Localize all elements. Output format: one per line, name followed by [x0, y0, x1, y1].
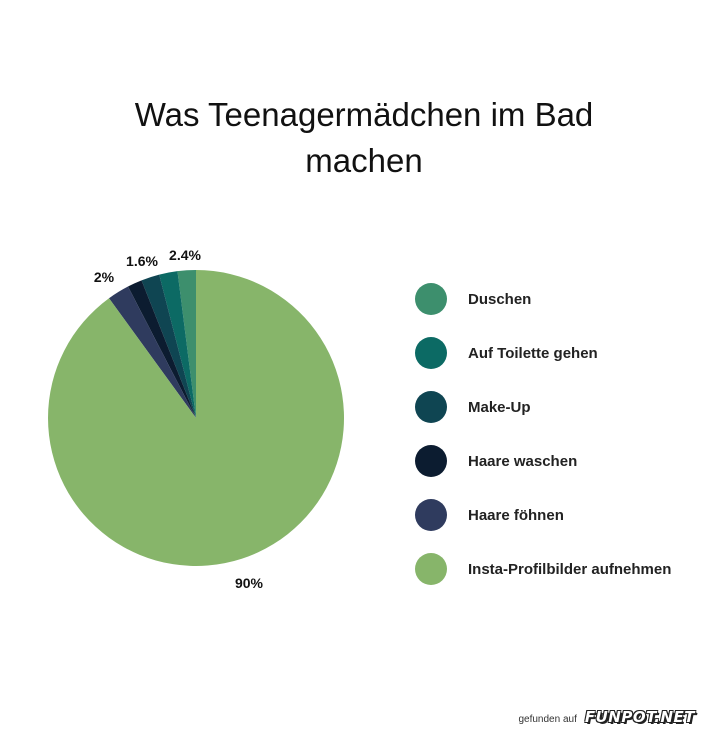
legend-label: Duschen: [468, 290, 532, 308]
footer-brand-logo[interactable]: FUNPOT.NET: [584, 708, 695, 726]
legend-item: Make-Up: [415, 380, 715, 434]
source-footer: gefunden auf FUNPOT.NET: [518, 708, 695, 726]
legend-item: Haare waschen: [415, 434, 715, 488]
pie-data-label: 1.6%: [126, 253, 158, 269]
legend-label: Auf Toilette gehen: [468, 344, 598, 362]
chart-title-line-2: machen: [305, 142, 423, 179]
pie-slice-haare-waschen: [127, 280, 196, 418]
chart-legend: Duschen Auf Toilette gehen Make-Up Haare wa…: [415, 272, 715, 596]
pie-slice-make-up: [141, 274, 196, 418]
legend-label: Make-Up: [468, 398, 531, 416]
pie-slice-auf-toilette-gehen: [159, 271, 196, 418]
pie-data-label: 2.4%: [169, 247, 201, 263]
pie-labels: 2% 1.6% 2.4% 90%: [94, 247, 264, 591]
pie-slice-haare-f-hnen: [109, 286, 196, 418]
pie-slice-insta-profilbilder-aufnehmen: [48, 270, 345, 566]
legend-item: Auf Toilette gehen: [415, 326, 715, 380]
legend-label: Insta-Profilbilder aufnehmen: [468, 560, 672, 578]
legend-item: Insta-Profilbilder aufnehmen: [415, 542, 715, 596]
legend-swatch: [415, 337, 447, 369]
legend-swatch: [415, 283, 447, 315]
legend-label: Haare föhnen: [468, 506, 564, 524]
pie-slice-duschen: [177, 270, 196, 418]
chart-title-line-1: Was Teenagermädchen im Bad: [134, 96, 594, 133]
chart-title: Was Teenagermädchen im Bad machen: [64, 92, 664, 184]
pie-data-label: 2%: [94, 269, 115, 285]
legend-swatch: [415, 499, 447, 531]
legend-swatch: [415, 553, 447, 585]
legend-swatch: [415, 391, 447, 423]
legend-item: Duschen: [415, 272, 715, 326]
pie-data-label: 90%: [235, 575, 264, 591]
legend-swatch: [415, 445, 447, 477]
legend-item: Haare föhnen: [415, 488, 715, 542]
pie-slices: [48, 270, 345, 566]
legend-label: Haare waschen: [468, 452, 578, 470]
footer-prefix: gefunden auf: [518, 714, 577, 725]
